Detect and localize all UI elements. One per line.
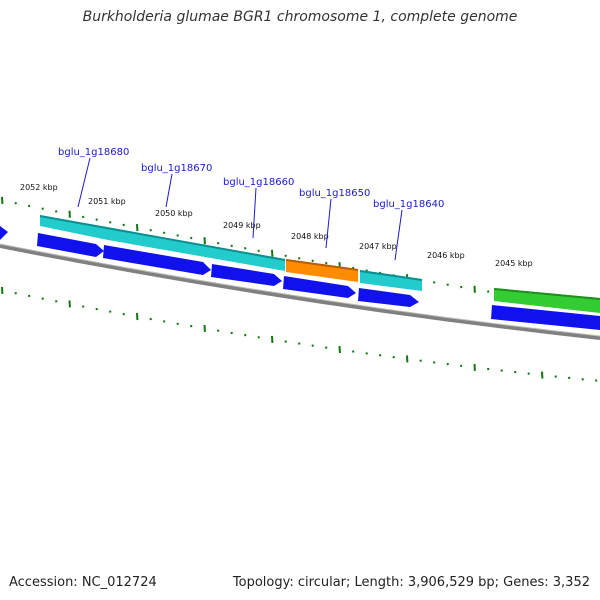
kbp-label: 2048 kbp — [291, 232, 329, 241]
gene-bglu-1g18660[interactable] — [286, 259, 358, 282]
topology-stats: Topology: circular; Length: 3,906,529 bp… — [232, 575, 590, 590]
accession-label: Accession: NC_012724 — [9, 575, 157, 590]
gene-edge — [359, 270, 423, 281]
kbp-label: 2050 kbp — [155, 209, 193, 218]
cds-arrow[interactable] — [103, 245, 211, 275]
genome-backbone — [0, 244, 600, 340]
kbp-labels: 2052 kbp 2051 kbp 2050 kbp 2049 kbp 2048… — [20, 183, 533, 268]
gene-labels: bglu_1g18680 bglu_1g18670 bglu_1g18660 b… — [58, 147, 444, 261]
gene-edge — [493, 288, 600, 300]
gene-label[interactable]: bglu_1g18650 — [299, 188, 370, 199]
genome-backbone-highlight — [0, 243, 600, 337]
kbp-label: 2045 kbp — [495, 259, 533, 268]
gene-label[interactable]: bglu_1g18670 — [141, 163, 212, 174]
gene-label[interactable]: bglu_1g18640 — [373, 199, 444, 210]
gene-label[interactable]: bglu_1g18660 — [223, 177, 294, 188]
gene-bglu-1g18640[interactable] — [360, 270, 422, 291]
kbp-label: 2047 kbp — [359, 242, 397, 251]
leader-line — [252, 187, 257, 239]
kbp-label: 2049 kbp — [223, 221, 261, 230]
inner-tick-ring — [1, 286, 598, 382]
gene-label[interactable]: bglu_1g18680 — [58, 147, 129, 158]
cds-arrow[interactable] — [491, 305, 600, 330]
map-title: Burkholderia glumae BGR1 chromosome 1, c… — [82, 9, 518, 25]
gene-lane — [39, 215, 600, 313]
gene-edge — [285, 259, 359, 271]
cds-lane — [0, 226, 600, 330]
cds-arrow[interactable] — [283, 276, 356, 298]
gene-bglu-1g18680[interactable] — [40, 215, 108, 240]
kbp-label: 2046 kbp — [427, 251, 465, 260]
cds-arrow[interactable] — [0, 226, 8, 240]
leader-line — [394, 209, 403, 261]
kbp-label: 2052 kbp — [20, 183, 58, 192]
cds-arrow[interactable] — [37, 233, 104, 257]
kbp-label: 2051 kbp — [88, 197, 126, 206]
leader-line — [325, 198, 332, 249]
leader-line — [77, 157, 91, 208]
gene-edge — [39, 215, 286, 261]
gene-bglu-1g18670[interactable] — [108, 229, 285, 271]
cds-arrow[interactable] — [358, 288, 419, 307]
cds-arrow[interactable] — [211, 264, 282, 286]
leader-line — [165, 173, 173, 208]
gene-green[interactable] — [494, 288, 600, 313]
